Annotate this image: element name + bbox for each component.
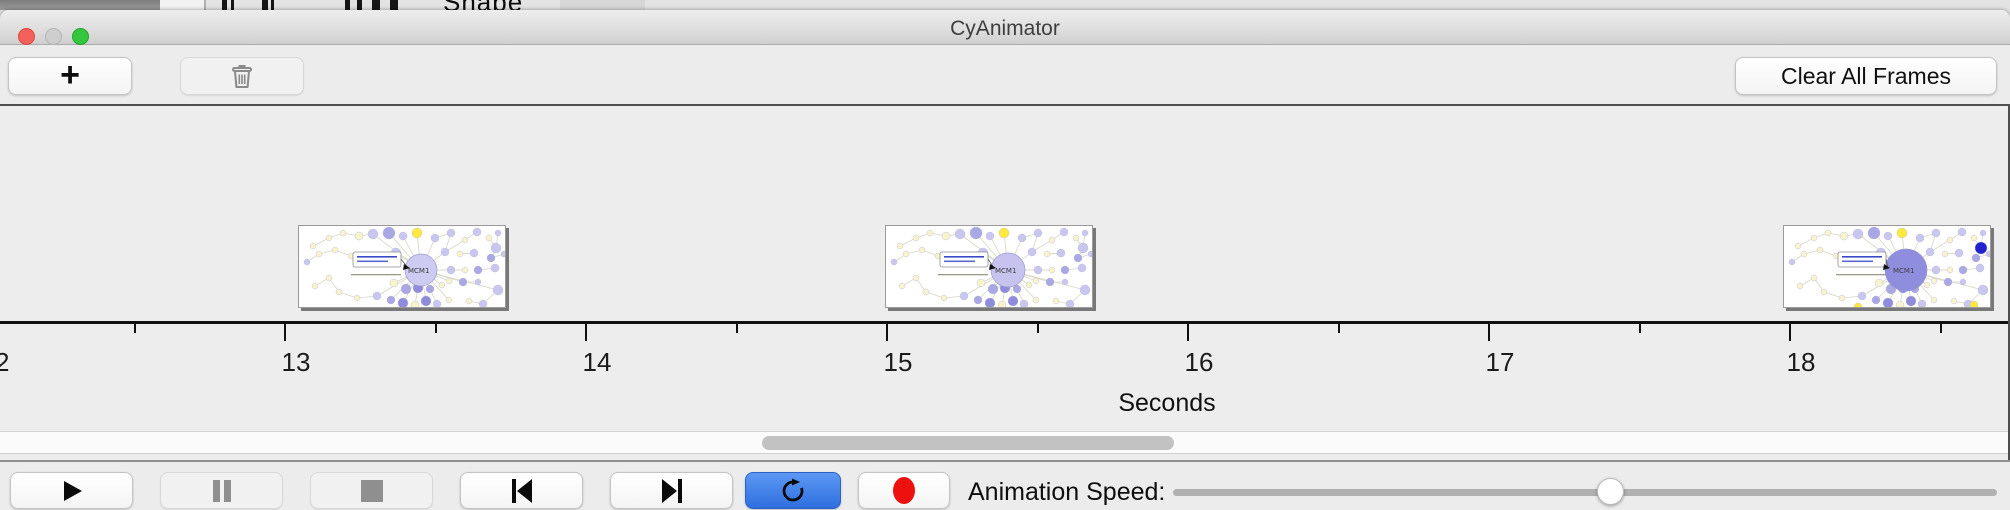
glyph-fragment xyxy=(222,0,227,10)
trash-icon xyxy=(232,65,252,88)
glyph-fragment xyxy=(390,0,398,10)
stop-button[interactable] xyxy=(310,472,433,509)
frame-thumbnail[interactable]: MCM1 xyxy=(1783,225,1991,308)
axis-tick-major xyxy=(1187,323,1189,341)
cyanimator-window: CyAnimator + Clear All Frames xyxy=(0,10,2010,510)
background-shape-label: Shape xyxy=(443,0,523,10)
axis-tick-label: 15 xyxy=(883,347,913,377)
axis-tick-label: 12 xyxy=(0,347,35,378)
axis-tick-label: 18 xyxy=(1786,347,1816,377)
hub-node-label: MCM1 xyxy=(408,267,429,275)
glyph-fragment xyxy=(372,0,380,10)
minimize-window-button[interactable] xyxy=(45,28,62,45)
hub-node-label: MCM1 xyxy=(995,267,1016,275)
axis-tick-minor xyxy=(434,323,437,333)
glyph-fragment xyxy=(271,0,274,10)
axis-unit-label: Seconds xyxy=(1118,389,1216,417)
background-window-strip: Shape xyxy=(0,0,2010,10)
axis-tick-label: 14 xyxy=(582,347,612,377)
axis-tick-minor xyxy=(1638,323,1641,333)
pause-icon xyxy=(212,479,231,502)
play-icon xyxy=(63,480,82,501)
record-icon xyxy=(893,477,915,504)
skip-to-end-icon xyxy=(661,478,682,503)
axis-tick-minor xyxy=(1939,323,1942,333)
zoom-window-button[interactable] xyxy=(72,28,89,45)
stop-icon xyxy=(360,479,383,502)
glyph-fragment xyxy=(345,0,350,10)
clear-all-frames-label: Clear All Frames xyxy=(1781,62,1951,89)
axis-tick-major xyxy=(1789,323,1791,341)
window-title: CyAnimator xyxy=(950,17,1060,40)
animation-speed-label: Animation Speed: xyxy=(968,478,1166,506)
glyph-fragment xyxy=(357,0,362,10)
skip-to-start-icon xyxy=(511,478,532,503)
delete-frame-button[interactable] xyxy=(180,57,304,95)
timeline-axis xyxy=(0,321,2008,324)
record-button[interactable] xyxy=(858,472,950,509)
network-graph-preview: MCM1 xyxy=(1788,226,1990,307)
axis-tick-minor xyxy=(1337,323,1340,333)
glyph-fragment xyxy=(231,0,234,10)
animation-speed-slider-thumb[interactable] xyxy=(1596,478,1624,505)
hub-node-label: MCM1 xyxy=(1893,267,1914,275)
loop-icon xyxy=(782,478,804,501)
titlebar[interactable]: CyAnimator xyxy=(0,10,2010,45)
clear-all-frames-button[interactable]: Clear All Frames xyxy=(1735,57,1997,95)
axis-tick-major xyxy=(585,323,587,341)
axis-tick-major xyxy=(1488,323,1490,341)
pause-button[interactable] xyxy=(160,472,283,509)
axis-tick-minor xyxy=(735,323,738,333)
skip-to-start-button[interactable] xyxy=(460,472,583,509)
close-window-button[interactable] xyxy=(18,28,35,45)
background-panel-fragment xyxy=(160,0,206,10)
network-graph-preview: MCM1 xyxy=(890,226,1092,307)
axis-tick-minor xyxy=(133,323,136,333)
animation-speed-slider[interactable] xyxy=(1173,478,1997,505)
frame-thumbnail[interactable]: MCM1 xyxy=(298,225,506,308)
network-graph-preview: MCM1 xyxy=(303,226,505,307)
timeline-scrollbar[interactable] xyxy=(0,431,2008,454)
playback-controlbar: Animation Speed: xyxy=(0,460,2010,510)
background-panel-fragment xyxy=(560,0,645,10)
play-button[interactable] xyxy=(10,472,133,509)
toolbar: + Clear All Frames xyxy=(0,45,2010,106)
axis-tick-label: 17 xyxy=(1485,347,1515,377)
axis-tick-label: 13 xyxy=(281,347,311,377)
glyph-fragment xyxy=(262,0,268,10)
timeline-panel[interactable]: MCM1 MCM1 MCM1 12 13 14 15 16 17 18 Seconds xyxy=(0,106,2010,460)
loop-button[interactable] xyxy=(745,472,841,509)
skip-to-end-button[interactable] xyxy=(610,472,733,509)
axis-tick-major xyxy=(886,323,888,341)
background-window-edge xyxy=(0,0,160,10)
add-frame-button[interactable]: + xyxy=(8,57,132,95)
axis-tick-major xyxy=(284,323,286,341)
timeline-scrollbar-thumb[interactable] xyxy=(762,436,1174,450)
frame-thumbnail[interactable]: MCM1 xyxy=(885,225,1093,308)
axis-tick-minor xyxy=(1036,323,1039,333)
axis-tick-label: 16 xyxy=(1184,347,1214,377)
